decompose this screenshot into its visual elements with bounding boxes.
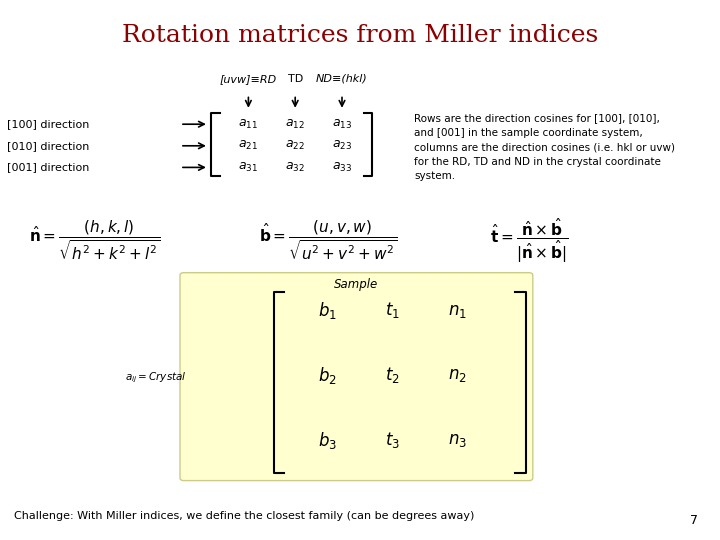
Text: $a_{13}$: $a_{13}$: [332, 118, 352, 131]
Text: $n_1$: $n_1$: [448, 301, 467, 320]
Text: $a_{33}$: $a_{33}$: [332, 161, 352, 174]
Text: [001] direction: [001] direction: [7, 163, 89, 172]
Text: $\hat{\mathbf{b}} = \dfrac{(u,v,w)}{\sqrt{u^2+v^2+w^2}}$: $\hat{\mathbf{b}} = \dfrac{(u,v,w)}{\sqr…: [259, 219, 398, 262]
Text: $b_3$: $b_3$: [318, 430, 337, 450]
Text: $n_2$: $n_2$: [448, 366, 467, 384]
FancyBboxPatch shape: [180, 273, 533, 481]
Text: $a_{12}$: $a_{12}$: [285, 118, 305, 131]
Text: $\hat{\mathbf{t}} = \dfrac{\hat{\mathbf{n}} \times \hat{\mathbf{b}}}{|\hat{\math: $\hat{\mathbf{t}} = \dfrac{\hat{\mathbf{…: [490, 216, 568, 265]
Text: $t_2$: $t_2$: [385, 365, 400, 386]
Text: Rows are the direction cosines for [100], [010],
and [001] in the sample coordin: Rows are the direction cosines for [100]…: [414, 113, 675, 181]
Text: $a_{21}$: $a_{21}$: [238, 139, 258, 152]
Text: $n_3$: $n_3$: [448, 431, 467, 449]
Text: ND≡(hkl): ND≡(hkl): [316, 73, 368, 84]
Text: $a_{22}$: $a_{22}$: [285, 139, 305, 152]
Text: $a_{11}$: $a_{11}$: [238, 118, 258, 131]
Text: $t_3$: $t_3$: [385, 430, 400, 450]
Text: $a_{31}$: $a_{31}$: [238, 161, 258, 174]
Text: [010] direction: [010] direction: [7, 141, 89, 151]
Text: [uvw]≡RD: [uvw]≡RD: [220, 73, 277, 84]
Text: $\hat{\mathbf{n}} = \dfrac{(h,k,l)}{\sqrt{h^2+k^2+l^2}}$: $\hat{\mathbf{n}} = \dfrac{(h,k,l)}{\sqr…: [29, 219, 161, 262]
Text: [100] direction: [100] direction: [7, 119, 89, 129]
Text: TD: TD: [287, 73, 303, 84]
Text: Sample: Sample: [334, 278, 379, 291]
Text: $b_1$: $b_1$: [318, 300, 337, 321]
Text: $a_{32}$: $a_{32}$: [285, 161, 305, 174]
Text: $a_{23}$: $a_{23}$: [332, 139, 352, 152]
Text: $t_1$: $t_1$: [385, 300, 400, 321]
Text: $a_{ij} = Crystal$: $a_{ij} = Crystal$: [125, 371, 187, 385]
Text: Rotation matrices from Miller indices: Rotation matrices from Miller indices: [122, 24, 598, 48]
Text: $b_2$: $b_2$: [318, 365, 337, 386]
Text: 7: 7: [690, 514, 698, 526]
Text: Challenge: With Miller indices, we define the closest family (can be degrees awa: Challenge: With Miller indices, we defin…: [14, 511, 474, 521]
